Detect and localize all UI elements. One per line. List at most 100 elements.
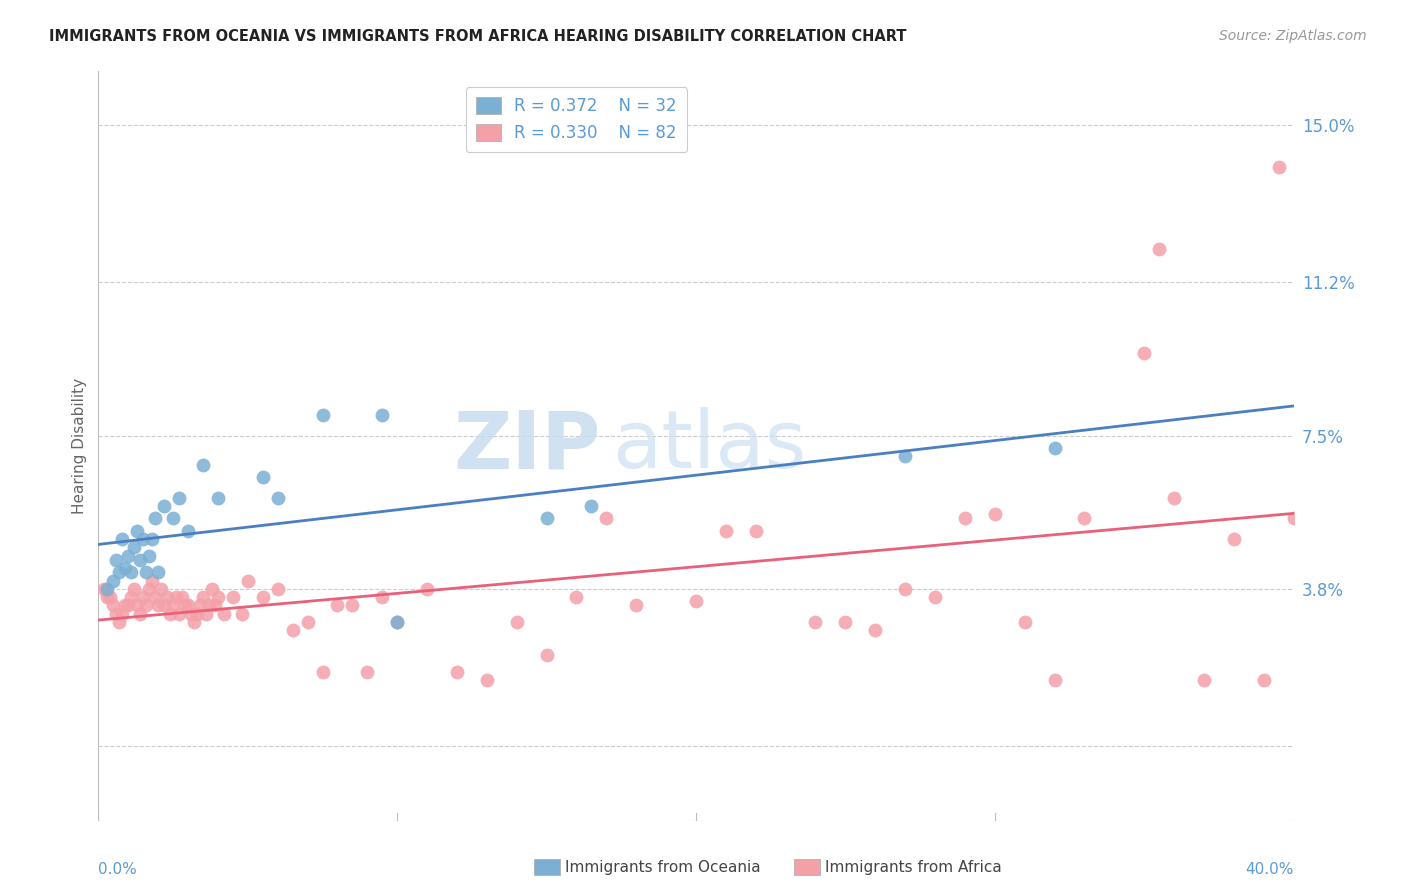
Point xyxy=(141,574,163,588)
Point xyxy=(127,599,149,613)
Point xyxy=(311,408,333,422)
Point xyxy=(267,491,290,505)
Point xyxy=(1014,615,1036,629)
Point xyxy=(180,607,202,621)
Point xyxy=(385,615,409,629)
Point xyxy=(195,607,218,621)
Point xyxy=(162,599,184,613)
Point xyxy=(371,590,394,604)
Point xyxy=(198,599,221,613)
Point xyxy=(114,599,136,613)
Text: ZIP: ZIP xyxy=(453,407,600,485)
Point xyxy=(120,566,142,580)
Point xyxy=(105,553,128,567)
Point xyxy=(188,599,211,613)
Point xyxy=(865,624,887,638)
Point xyxy=(138,582,160,596)
Point xyxy=(191,590,214,604)
Point xyxy=(141,532,163,546)
Point xyxy=(96,590,118,604)
Point xyxy=(108,566,131,580)
Point xyxy=(281,624,304,638)
Text: IMMIGRANTS FROM OCEANIA VS IMMIGRANTS FROM AFRICA HEARING DISABILITY CORRELATION: IMMIGRANTS FROM OCEANIA VS IMMIGRANTS FR… xyxy=(49,29,907,44)
Point xyxy=(186,607,208,621)
Point xyxy=(103,574,125,588)
Point xyxy=(581,499,603,513)
Point xyxy=(385,615,409,629)
Point xyxy=(117,549,139,563)
Point xyxy=(132,532,155,546)
Point xyxy=(93,582,115,596)
Point xyxy=(342,599,364,613)
Point xyxy=(96,582,118,596)
Text: Source: ZipAtlas.com: Source: ZipAtlas.com xyxy=(1219,29,1367,43)
Point xyxy=(114,561,136,575)
Point xyxy=(135,566,157,580)
Point xyxy=(177,599,200,613)
Point xyxy=(267,582,290,596)
Point xyxy=(167,607,190,621)
Point xyxy=(127,524,149,538)
Point xyxy=(159,607,181,621)
Point xyxy=(1043,673,1066,687)
Point xyxy=(416,582,439,596)
Point xyxy=(129,607,152,621)
Point xyxy=(172,590,194,604)
Point xyxy=(924,590,946,604)
Point xyxy=(953,511,976,525)
Point xyxy=(162,511,184,525)
Point xyxy=(231,607,253,621)
Point xyxy=(191,458,214,472)
Point xyxy=(108,615,131,629)
Point xyxy=(148,566,170,580)
Point xyxy=(129,553,152,567)
Point xyxy=(1073,511,1095,525)
Point xyxy=(98,590,122,604)
Point xyxy=(201,582,224,596)
Point xyxy=(204,599,226,613)
Point xyxy=(446,665,468,679)
Point xyxy=(236,574,259,588)
Point xyxy=(1147,243,1170,257)
Point xyxy=(252,470,274,484)
Point xyxy=(326,599,349,613)
Point xyxy=(135,599,157,613)
Point xyxy=(1267,160,1289,174)
Point xyxy=(111,607,134,621)
Point xyxy=(536,511,558,525)
Point xyxy=(1043,441,1066,455)
Y-axis label: Hearing Disability: Hearing Disability xyxy=(72,378,87,514)
Text: Immigrants from Africa: Immigrants from Africa xyxy=(825,860,1002,874)
Point xyxy=(565,590,588,604)
Point xyxy=(1253,673,1275,687)
Point xyxy=(222,590,245,604)
Point xyxy=(153,599,176,613)
Point xyxy=(311,665,333,679)
Point xyxy=(536,648,558,662)
Point xyxy=(1163,491,1185,505)
Text: 0.0%: 0.0% xyxy=(98,862,138,877)
Point xyxy=(834,615,856,629)
Point xyxy=(252,590,274,604)
Point xyxy=(177,524,200,538)
Point xyxy=(156,590,179,604)
Point xyxy=(626,599,648,613)
Point xyxy=(212,607,235,621)
Point xyxy=(685,594,707,608)
Point xyxy=(150,582,173,596)
Text: 40.0%: 40.0% xyxy=(1246,862,1294,877)
Point xyxy=(174,599,197,613)
Point xyxy=(1282,511,1305,525)
Point xyxy=(103,599,125,613)
Point xyxy=(111,532,134,546)
Bar xyxy=(534,859,560,875)
Point xyxy=(745,524,768,538)
Point xyxy=(207,491,229,505)
Point xyxy=(167,491,190,505)
Point xyxy=(894,582,917,596)
Point xyxy=(117,599,139,613)
Point xyxy=(143,511,166,525)
Point xyxy=(207,590,229,604)
Point xyxy=(356,665,378,679)
Point xyxy=(894,450,917,464)
